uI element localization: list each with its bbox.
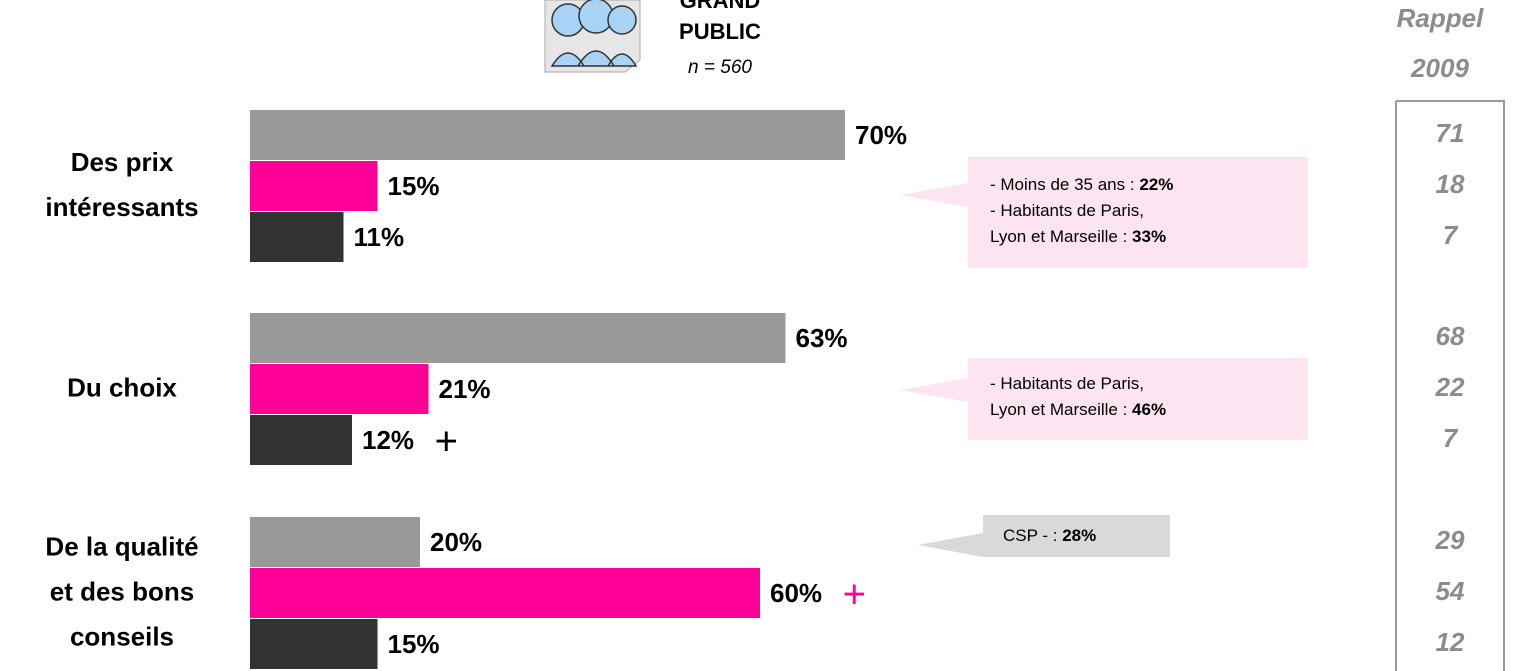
callout-box bbox=[900, 358, 1308, 440]
value-label: 15% bbox=[388, 171, 440, 201]
callout-text-part: - Habitants de Paris, bbox=[990, 374, 1144, 393]
recall-value: 54 bbox=[1436, 576, 1465, 606]
callout-text-part: CSP - : bbox=[1003, 526, 1062, 545]
bar bbox=[250, 110, 845, 160]
callout-box bbox=[918, 515, 1170, 557]
callout-text: - Moins de 35 ans : 22% bbox=[990, 175, 1173, 194]
audience-icon bbox=[544, 0, 641, 73]
annotation: + bbox=[842, 573, 865, 617]
bar bbox=[250, 313, 786, 363]
recall-value: 7 bbox=[1443, 423, 1459, 453]
callout-box bbox=[900, 157, 1308, 268]
bar bbox=[250, 568, 760, 618]
category-label: et des bons bbox=[50, 576, 194, 606]
callout-text: - Habitants de Paris, bbox=[990, 201, 1144, 220]
category-label: conseils bbox=[70, 621, 174, 651]
value-label: 20% bbox=[430, 527, 482, 557]
annotation: + bbox=[434, 420, 457, 464]
value-label: 12% bbox=[362, 425, 414, 455]
bar bbox=[250, 415, 352, 465]
callout-value: 22% bbox=[1139, 175, 1173, 194]
callout-text-part: Lyon et Marseille : bbox=[990, 227, 1132, 246]
callout-value: 28% bbox=[1062, 526, 1096, 545]
value-label: 70% bbox=[855, 120, 907, 150]
recall-value: 71 bbox=[1436, 118, 1465, 148]
recall-value: 18 bbox=[1436, 169, 1465, 199]
recall-title: Rappel bbox=[1397, 3, 1484, 33]
header-title: GRAND bbox=[680, 0, 761, 13]
callout-value: 33% bbox=[1132, 227, 1166, 246]
value-label: 11% bbox=[354, 222, 405, 252]
category-label: intéressants bbox=[45, 192, 198, 222]
callout-text-part: - Habitants de Paris, bbox=[990, 201, 1144, 220]
callout-text: Lyon et Marseille : 33% bbox=[990, 227, 1166, 246]
bar bbox=[250, 212, 344, 262]
bar bbox=[250, 364, 429, 414]
value-label: 21% bbox=[439, 374, 491, 404]
recall-value: 29 bbox=[1435, 525, 1465, 555]
recall-value: 12 bbox=[1436, 627, 1465, 657]
recall-value: 22 bbox=[1435, 372, 1465, 402]
category-label: Du choix bbox=[67, 372, 177, 402]
category-label: De la qualité bbox=[45, 531, 198, 561]
value-label: 60% bbox=[770, 578, 822, 608]
header-title: PUBLIC bbox=[679, 19, 761, 44]
callout-text-part: - Moins de 35 ans : bbox=[990, 175, 1139, 194]
recall-value: 7 bbox=[1443, 220, 1459, 250]
callout-text: Lyon et Marseille : 46% bbox=[990, 400, 1166, 419]
value-label: 63% bbox=[796, 323, 848, 353]
callout-value: 46% bbox=[1132, 400, 1166, 419]
callout-text: - Habitants de Paris, bbox=[990, 374, 1144, 393]
category-label: Des prix bbox=[71, 147, 174, 177]
recall-title: 2009 bbox=[1410, 53, 1469, 83]
bar bbox=[250, 517, 420, 567]
bar bbox=[250, 619, 378, 669]
bar bbox=[250, 161, 378, 211]
recall-value: 68 bbox=[1436, 321, 1465, 351]
recall-frame bbox=[1395, 100, 1505, 671]
callout-text: CSP - : 28% bbox=[1003, 526, 1096, 545]
header-subtitle: n = 560 bbox=[688, 57, 752, 78]
value-label: 15% bbox=[388, 629, 440, 659]
callout-text-part: Lyon et Marseille : bbox=[990, 400, 1132, 419]
